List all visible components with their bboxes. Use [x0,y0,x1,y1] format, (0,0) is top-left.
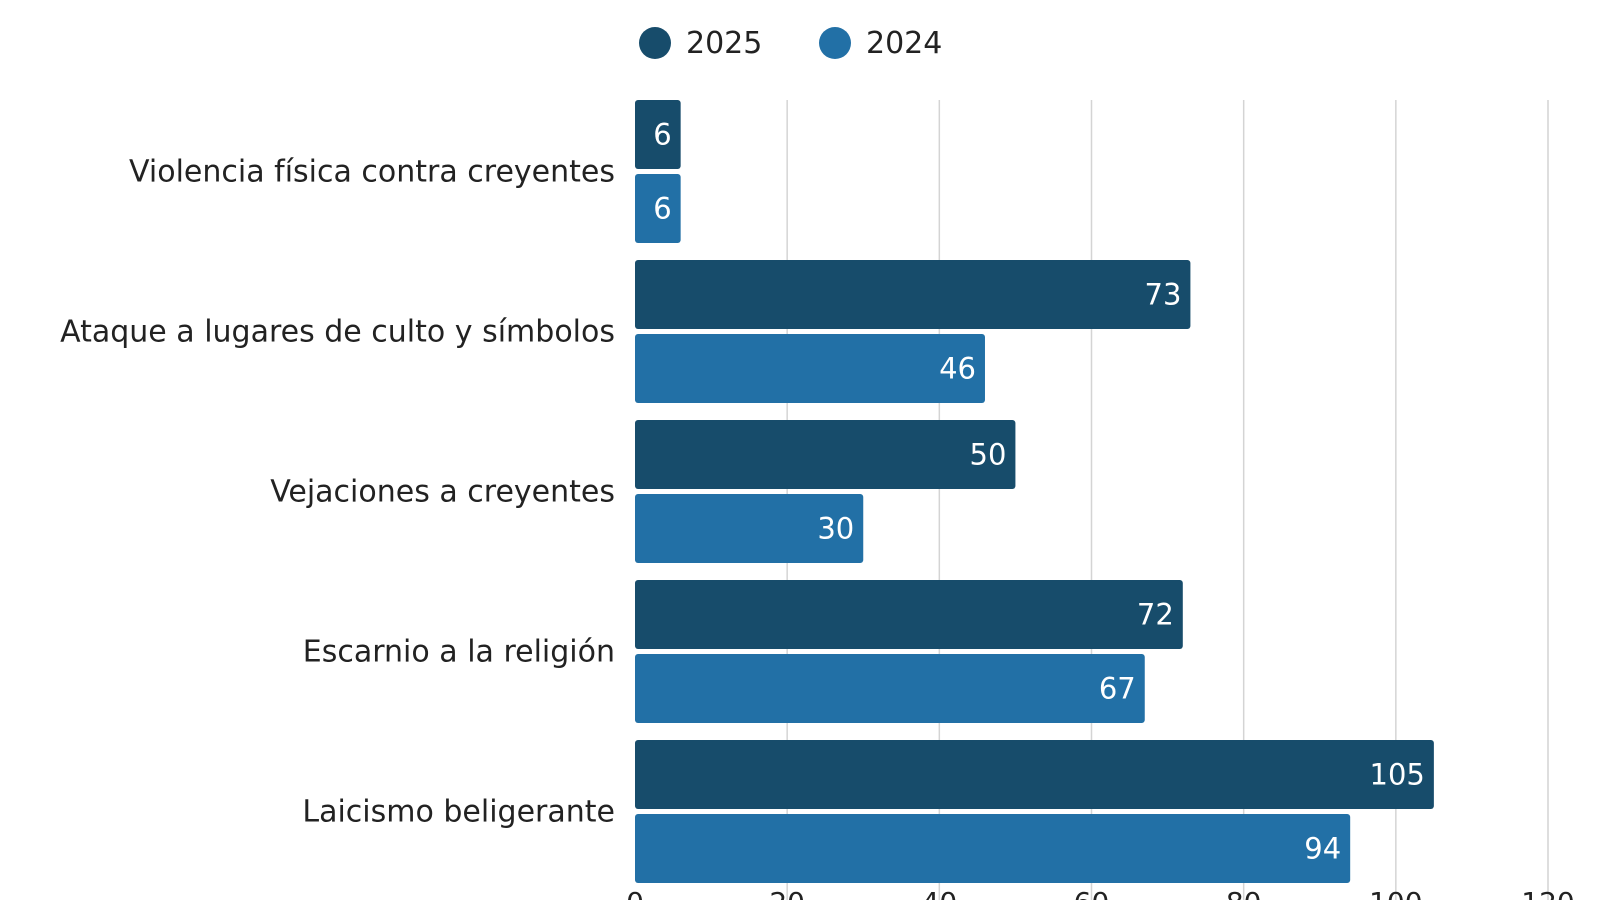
legend: 2025 2024 [639,26,942,61]
bar-2025-ataque-a-lugares-de-culto-y-simbolos [635,260,1191,329]
bar-2024-ataque-a-lugares-de-culto-y-simbolos [635,334,985,403]
x-tick-label-0: 0 [626,886,644,900]
x-tick-label-60: 60 [1074,886,1110,900]
data-label-2025: 72 [1137,598,1174,632]
bar-2024-vejaciones-a-creyentes [635,494,864,563]
category-label: Violencia física contra creyentes [129,155,615,190]
bar-2025-violencia-fisica-contra-creyentes [635,100,681,169]
data-label-2025: 73 [1145,278,1182,312]
category-label: Vejaciones a creyentes [270,475,615,510]
data-label-2024: 46 [939,352,976,386]
legend-marker-2024 [819,27,851,59]
legend-marker-2025 [639,27,671,59]
x-tick-label-40: 40 [922,886,958,900]
bars: 6 6 73 46 50 30 72 67 105 94 [635,100,1434,883]
data-label-2024: 6 [653,192,671,226]
bar-2024-laicismo-beligerante [635,814,1351,883]
legend-label-2024: 2024 [866,26,942,61]
data-label-2025: 50 [970,438,1007,472]
x-axis-ticks: 0 20 40 60 80 100 120 [626,886,1575,900]
data-label-2025: 6 [653,118,671,152]
bar-2025-laicismo-beligerante [635,740,1434,809]
category-label: Laicismo beligerante [302,795,615,830]
x-tick-label-20: 20 [769,886,805,900]
category-label: Escarnio a la religión [303,635,615,670]
x-tick-label-100: 100 [1369,886,1422,900]
legend-label-2025: 2025 [686,26,762,61]
x-tick-label-120: 120 [1521,886,1574,900]
category-label: Ataque a lugares de culto y símbolos [60,315,615,350]
data-label-2025: 105 [1370,758,1425,792]
bar-2024-violencia-fisica-contra-creyentes [635,174,681,243]
data-label-2024: 67 [1099,672,1136,706]
x-tick-label-80: 80 [1226,886,1262,900]
bar-2024-escarnio-a-la-religion [635,654,1145,723]
bar-2025-escarnio-a-la-religion [635,580,1183,649]
bar-2025-vejaciones-a-creyentes [635,420,1016,489]
data-label-2024: 30 [817,512,854,546]
category-labels: Violencia física contra creyentes Ataque … [60,155,615,830]
data-label-2024: 94 [1304,832,1341,866]
